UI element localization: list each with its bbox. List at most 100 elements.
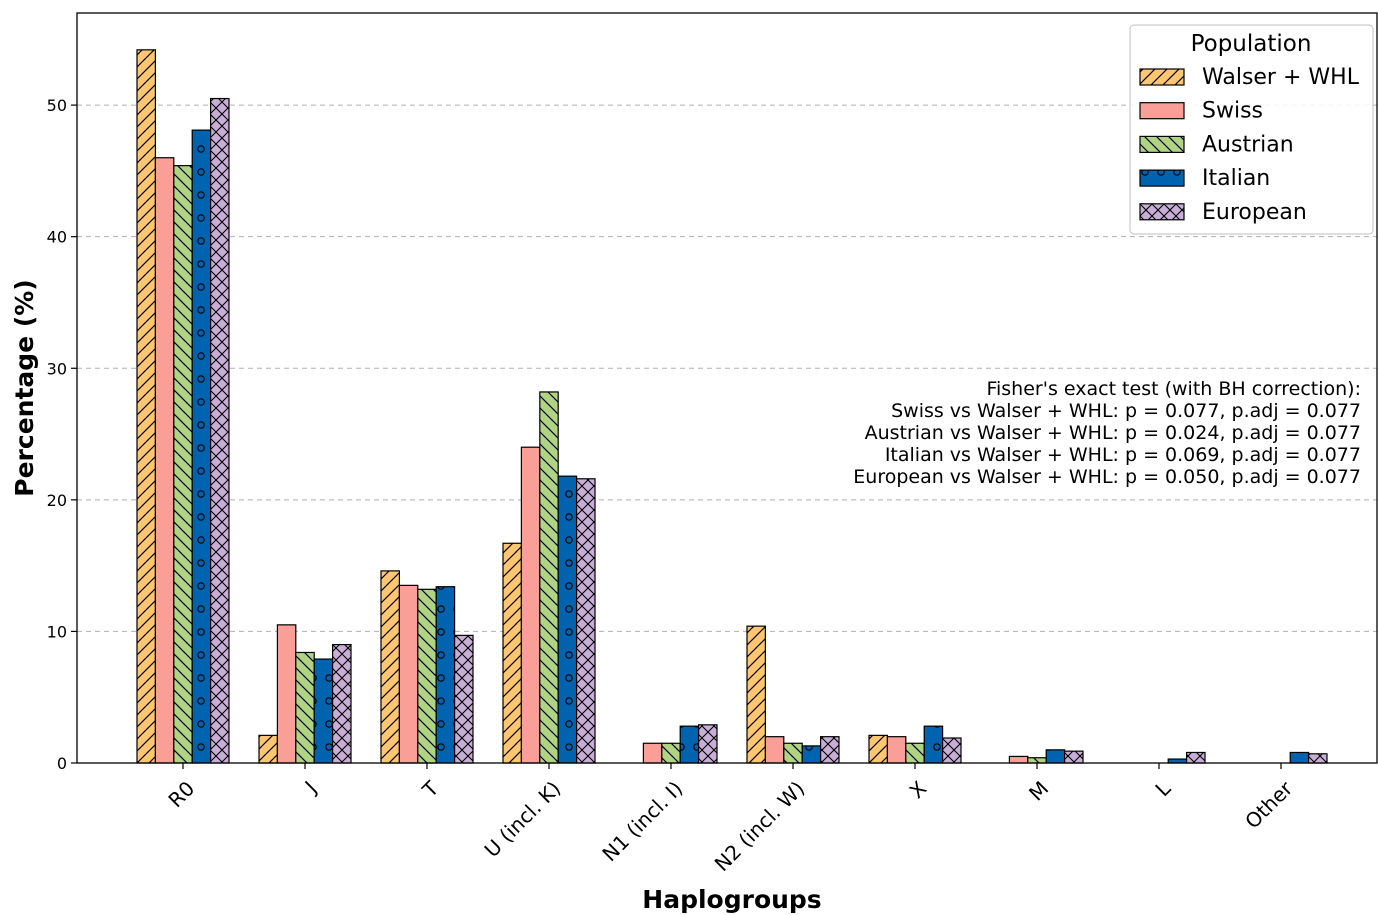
bar-swiss-n2-incl-w bbox=[765, 736, 784, 763]
legend-label: Austrian bbox=[1202, 132, 1294, 157]
y-axis-label: Percentage (%) bbox=[10, 279, 39, 496]
bar-european-n1-incl-i-hatch bbox=[698, 724, 717, 763]
legend-label: Italian bbox=[1202, 166, 1270, 191]
bar-italian-t-hatch bbox=[436, 586, 455, 763]
bar-group-other bbox=[1289, 751, 1328, 764]
bar-swiss-m bbox=[1009, 756, 1028, 763]
bar-swiss-x bbox=[887, 736, 906, 763]
bar-austrian-n1-incl-i-hatch bbox=[661, 743, 681, 763]
legend-title: Population bbox=[1191, 31, 1312, 57]
bar-european-m-hatch bbox=[1064, 751, 1083, 763]
bar-group-r0 bbox=[136, 49, 230, 764]
legend-swatch-hatch bbox=[1140, 136, 1184, 153]
legend-swatch bbox=[1140, 102, 1184, 119]
legend-swatch-outline bbox=[1139, 102, 1185, 120]
x-tick-label-l: L bbox=[1150, 776, 1175, 801]
bar-italian-j-hatch bbox=[314, 659, 333, 763]
bar-european-l-hatch bbox=[1186, 752, 1205, 763]
legend-item-walser-whl: Walser + WHL bbox=[1139, 65, 1360, 90]
annotation-line: Austrian vs Walser + WHL: p = 0.024, p.a… bbox=[865, 422, 1361, 444]
legend-label: Swiss bbox=[1202, 99, 1263, 124]
legend-swatch-hatch bbox=[1140, 170, 1184, 187]
y-tick-label: 10 bbox=[47, 622, 67, 641]
bar-european-u-incl-k-hatch bbox=[576, 478, 595, 763]
x-tick-label-n1-incl-i: N1 (incl. I) bbox=[597, 776, 687, 866]
bar-group-x bbox=[868, 725, 962, 764]
legend-label: Walser + WHL bbox=[1202, 65, 1360, 90]
y-tick-label: 0 bbox=[57, 754, 67, 773]
bar-walser-whl-t-hatch bbox=[381, 570, 400, 763]
bar-group-j bbox=[258, 624, 352, 764]
bar-group-n2-incl-w bbox=[746, 625, 840, 764]
bar-group-t bbox=[380, 570, 474, 764]
legend-box bbox=[1129, 24, 1374, 235]
legend-items: Walser + WHL Swiss Austrian Italian European bbox=[1139, 65, 1360, 225]
bar-swiss-j bbox=[277, 624, 296, 763]
bar-swiss-t bbox=[399, 585, 418, 763]
bar-european-r0-hatch bbox=[210, 98, 229, 764]
annotation-line: Swiss vs Walser + WHL: p = 0.077, p.adj … bbox=[891, 400, 1361, 422]
fisher-test-annotation: Fisher's exact test (with BH correction)… bbox=[853, 378, 1361, 488]
bar-italian-x-hatch bbox=[924, 726, 943, 763]
bar-group-m bbox=[1008, 749, 1084, 764]
plot-axes bbox=[76, 12, 1378, 764]
plot-frame bbox=[76, 12, 1378, 764]
legend: Population Walser + WHL Swiss Austrian Ital… bbox=[1129, 24, 1374, 235]
legend-item-austrian: Austrian bbox=[1139, 132, 1294, 157]
bar-walser-whl-j-hatch bbox=[259, 735, 278, 763]
bar-austrian-r0-hatch bbox=[173, 165, 193, 763]
y-tick-label: 30 bbox=[47, 359, 67, 378]
legend-swatch-outline bbox=[1139, 203, 1185, 221]
bar-italian-m-hatch bbox=[1046, 749, 1065, 763]
bar-austrian-u-incl-k-hatch bbox=[539, 391, 559, 763]
x-tick-label-t: T bbox=[417, 776, 444, 803]
bar-austrian-x-hatch bbox=[905, 743, 925, 763]
x-tick-label-x: X bbox=[905, 776, 932, 803]
bar-walser-whl-u-incl-k-hatch bbox=[503, 543, 522, 763]
legend-swatch-outline bbox=[1139, 135, 1185, 153]
bar-italian-r0-hatch bbox=[192, 130, 211, 763]
x-axis-ticks: R0 J T U (incl. K) N1 (incl. I) N2 (incl. W) X… bbox=[163, 763, 1298, 876]
bar-walser-whl-r0-hatch bbox=[137, 49, 156, 764]
bar-austrian-n2-incl-w-hatch bbox=[783, 743, 803, 763]
bar-european-other-hatch bbox=[1308, 753, 1327, 763]
x-tick-label-m: M bbox=[1024, 776, 1053, 805]
bar-italian-n2-incl-w-hatch bbox=[802, 745, 821, 763]
y-tick-label: 50 bbox=[47, 96, 67, 115]
y-gridlines bbox=[77, 104, 1377, 632]
annotation-heading: Fisher's exact test (with BH correction)… bbox=[986, 378, 1361, 400]
bar-austrian-j-hatch bbox=[295, 652, 315, 763]
legend-swatch-hatch bbox=[1140, 69, 1184, 85]
annotation-line: European vs Walser + WHL: p = 0.050, p.a… bbox=[853, 466, 1361, 488]
bar-european-n2-incl-w-hatch bbox=[820, 736, 839, 763]
bar-italian-other-hatch bbox=[1290, 752, 1309, 763]
y-axis-ticks: 0 10 20 30 40 50 bbox=[47, 96, 77, 773]
bar-austrian-t-hatch bbox=[417, 589, 437, 763]
x-tick-label-u-incl-k: U (incl. K) bbox=[480, 776, 566, 862]
legend-swatch-outline bbox=[1139, 169, 1185, 187]
bar-european-x-hatch bbox=[942, 738, 961, 763]
bar-swiss-r0 bbox=[155, 157, 174, 764]
legend-item-swiss: Swiss bbox=[1139, 99, 1263, 124]
bar-italian-l-hatch bbox=[1168, 759, 1187, 763]
bar-swiss-u-incl-k bbox=[521, 447, 540, 763]
legend-swatch-outline bbox=[1139, 68, 1185, 86]
legend-item-european: European bbox=[1139, 200, 1307, 225]
bar-swiss-n1-incl-i bbox=[643, 743, 662, 763]
bar-group-u-incl-k bbox=[502, 391, 596, 764]
bar-italian-n1-incl-i-hatch bbox=[680, 726, 699, 763]
legend-swatch-hatch bbox=[1140, 203, 1184, 220]
annotation-line: Italian vs Walser + WHL: p = 0.069, p.ad… bbox=[885, 444, 1361, 466]
legend-item-italian: Italian bbox=[1139, 166, 1270, 191]
bar-walser-whl-x-hatch bbox=[869, 735, 888, 763]
y-tick-label: 20 bbox=[47, 491, 67, 510]
x-tick-label-other: Other bbox=[1240, 776, 1298, 834]
y-tick-label: 40 bbox=[47, 228, 67, 247]
bar-italian-u-incl-k-hatch bbox=[558, 476, 577, 763]
bar-austrian-m-hatch bbox=[1027, 757, 1047, 763]
bar-european-j-hatch bbox=[332, 644, 351, 763]
legend-label: European bbox=[1202, 200, 1307, 225]
bar-european-t-hatch bbox=[454, 635, 473, 763]
bar-walser-whl-n2-incl-w-hatch bbox=[747, 626, 766, 763]
x-axis-label: Haplogroups bbox=[642, 885, 821, 914]
